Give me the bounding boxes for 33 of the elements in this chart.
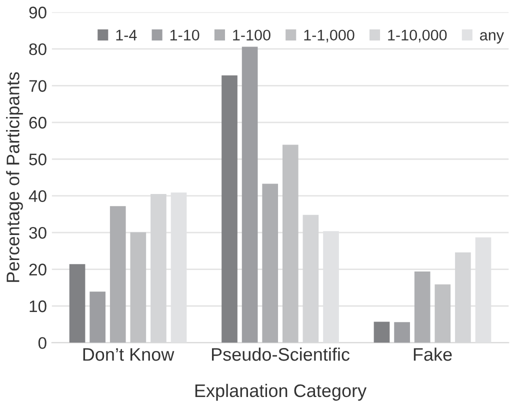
x-tick-label: Don’t Know (83, 348, 174, 361)
y-tick-label: 0 (38, 337, 46, 349)
bar (90, 292, 106, 343)
bar (282, 144, 298, 343)
legend-label: 1-100 (233, 30, 270, 41)
legend-label: 1-10,000 (388, 30, 447, 42)
y-axis-title: Percentage of Participants (6, 72, 23, 282)
y-tick-label: 50 (29, 154, 46, 166)
legend-label: 1-10 (170, 30, 200, 41)
bar (394, 322, 410, 343)
bar (434, 284, 451, 343)
bar (262, 184, 278, 343)
x-tick-label: Pseudo-Scientific (212, 348, 350, 361)
y-tick-label: 10 (30, 300, 46, 312)
x-axis-title: Explanation Category (195, 384, 367, 401)
legend-label: 1-1,000 (304, 30, 354, 42)
y-tick-label: 90 (29, 6, 46, 18)
y-tick-label: 30 (29, 226, 46, 239)
bar (130, 232, 146, 343)
bar (110, 206, 126, 343)
y-tick-label: 80 (29, 43, 46, 56)
y-tick-label: 20 (29, 264, 46, 276)
y-tick-label: 40 (28, 190, 46, 202)
bar (242, 46, 258, 343)
x-tick-label: Fake (414, 348, 452, 361)
bar (69, 264, 86, 343)
bar (414, 271, 430, 343)
y-tick-label: 60 (29, 116, 46, 129)
legend-label: 1-4 (116, 30, 137, 40)
bar (374, 322, 390, 343)
bar (222, 75, 238, 343)
legend-label: any (480, 32, 504, 44)
y-tick-label: 70 (29, 80, 46, 92)
